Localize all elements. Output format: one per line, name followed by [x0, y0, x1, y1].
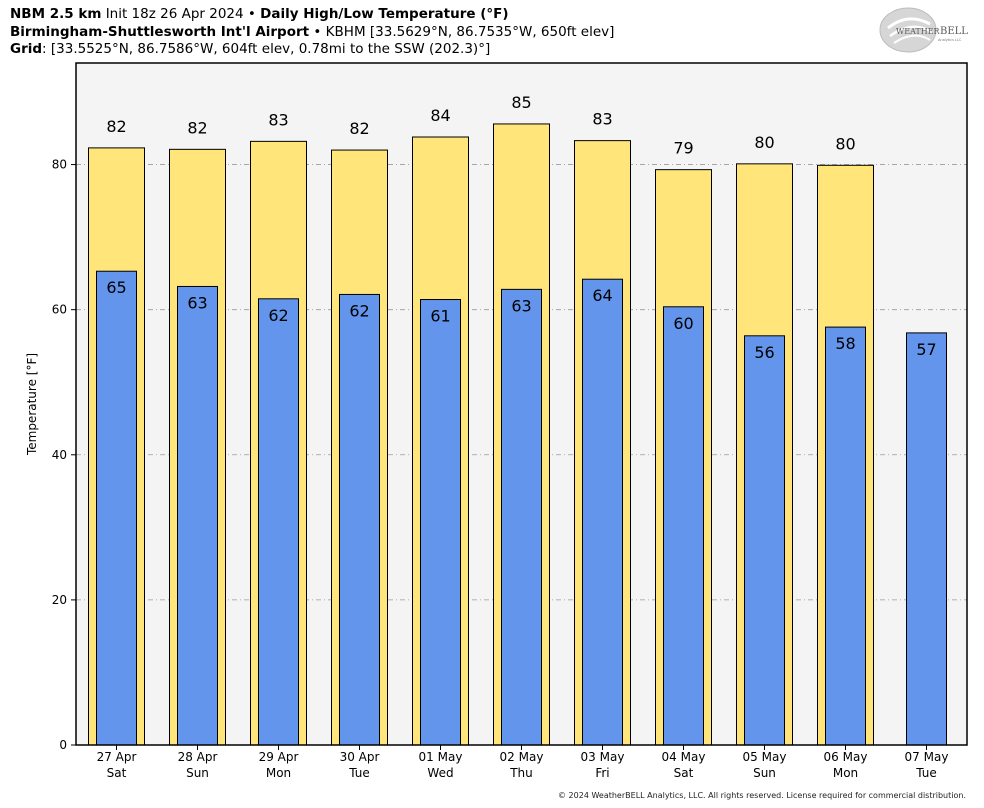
chart-title-line-1: NBM 2.5 km Init 18z 26 Apr 2024 • Daily …: [10, 6, 509, 22]
low-value-label: 63: [511, 296, 531, 315]
x-tick-label-date: 05 May: [743, 750, 787, 764]
low-bar: [339, 293, 380, 746]
station-info: KBHM [33.5629°N, 86.7535°W, 650ft elev]: [325, 24, 615, 40]
x-tick-label-date: 02 May: [500, 750, 544, 764]
high-value-label: 80: [835, 134, 855, 153]
y-axis-label: Temperature [°F]: [25, 353, 39, 456]
x-tick-label-day: Wed: [427, 766, 453, 780]
logo-text-b: BELL: [940, 26, 968, 37]
y-tick-label: 20: [52, 593, 67, 607]
low-bar: [582, 278, 623, 746]
low-bar: [501, 288, 542, 746]
x-tick-label-date: 06 May: [824, 750, 868, 764]
x-tick-label-day: Sat: [107, 766, 127, 780]
high-value-label: 82: [106, 117, 126, 136]
x-tick-label-date: 30 Apr: [340, 750, 380, 764]
low-bar: [663, 306, 704, 746]
copyright-notice: © 2024 WeatherBELL Analytics, LLC. All r…: [558, 791, 966, 800]
x-tick-label-date: 03 May: [581, 750, 625, 764]
low-bar: [177, 285, 218, 746]
value-labels: 82 65 82 63 83 62 82 62 84 61 85 63 83 64 79 60 80 56 80 58…: [106, 93, 936, 362]
y-tick-label: 0: [59, 738, 67, 752]
separator: •: [247, 6, 256, 22]
low-bar: [420, 299, 461, 746]
low-bar: [906, 332, 947, 746]
x-tick-label-day: Tue: [348, 766, 370, 780]
x-tick-label-date: 29 Apr: [259, 750, 299, 764]
x-tick-label-day: Mon: [266, 766, 291, 780]
x-axis: 27 Apr Sat 28 Apr Sun 29 Apr Mon 30 Apr Tue 01 M…: [97, 745, 949, 780]
x-tick-label-day: Tue: [915, 766, 937, 780]
chart-title-line-3: Grid: [33.5525°N, 86.7586°W, 604ft elev,…: [10, 41, 490, 57]
low-value-label: 57: [916, 340, 936, 359]
low-value-label: 64: [592, 286, 612, 305]
model-name: NBM 2.5 km: [10, 6, 102, 22]
chart-title-line-2: Birmingham-Shuttlesworth Int'l Airport •…: [10, 24, 614, 40]
x-tick-label-date: 28 Apr: [178, 750, 218, 764]
x-tick-label-day: Sun: [753, 766, 776, 780]
low-temperature-bars: [96, 270, 947, 746]
low-value-label: 58: [835, 334, 855, 353]
x-tick-label-date: 04 May: [662, 750, 706, 764]
low-value-label: 65: [106, 278, 126, 297]
grid-label: Grid: [10, 41, 43, 57]
x-tick-label-date: 01 May: [419, 750, 463, 764]
y-tick-label: 60: [52, 303, 67, 317]
high-value-label: 83: [268, 110, 288, 129]
high-value-label: 79: [673, 139, 693, 158]
low-bar: [825, 326, 866, 746]
x-tick-label-day: Fri: [595, 766, 609, 780]
low-value-label: 60: [673, 314, 693, 333]
low-value-label: 63: [187, 293, 207, 312]
high-value-label: 82: [349, 119, 369, 138]
weatherbell-logo: WEATHER BELL Analytics LLC: [879, 7, 968, 53]
high-value-label: 80: [754, 133, 774, 152]
low-value-label: 62: [349, 301, 369, 320]
separator: •: [313, 24, 322, 40]
init-time: Init 18z 26 Apr 2024: [105, 6, 244, 22]
x-tick-label-day: Thu: [509, 766, 533, 780]
y-tick-label: 80: [52, 158, 67, 172]
high-value-label: 82: [187, 118, 207, 137]
low-bar: [258, 298, 299, 746]
high-value-label: 83: [592, 110, 612, 129]
x-tick-label-day: Sat: [674, 766, 694, 780]
x-tick-label-day: Sun: [186, 766, 209, 780]
low-value-label: 62: [268, 306, 288, 325]
high-value-label: 84: [430, 106, 450, 125]
low-value-label: 61: [430, 307, 450, 326]
station-name: Birmingham-Shuttlesworth Int'l Airport: [10, 24, 310, 40]
y-tick-label: 40: [52, 448, 67, 462]
x-tick-label-date: 07 May: [905, 750, 949, 764]
high-value-label: 85: [511, 93, 531, 112]
low-value-label: 56: [754, 343, 774, 362]
x-tick-label-date: 27 Apr: [97, 750, 137, 764]
x-tick-label-day: Mon: [833, 766, 858, 780]
logo-subtext: Analytics LLC: [938, 38, 962, 42]
grid-info: : [33.5525°N, 86.7586°W, 604ft elev, 0.7…: [42, 41, 491, 57]
logo-text-a: WEATHER: [896, 27, 941, 36]
product-name: Daily High/Low Temperature (°F): [260, 6, 509, 22]
low-bar: [96, 270, 137, 746]
low-bar: [744, 335, 785, 746]
y-axis: 0 20 40 60 80: [52, 158, 76, 752]
